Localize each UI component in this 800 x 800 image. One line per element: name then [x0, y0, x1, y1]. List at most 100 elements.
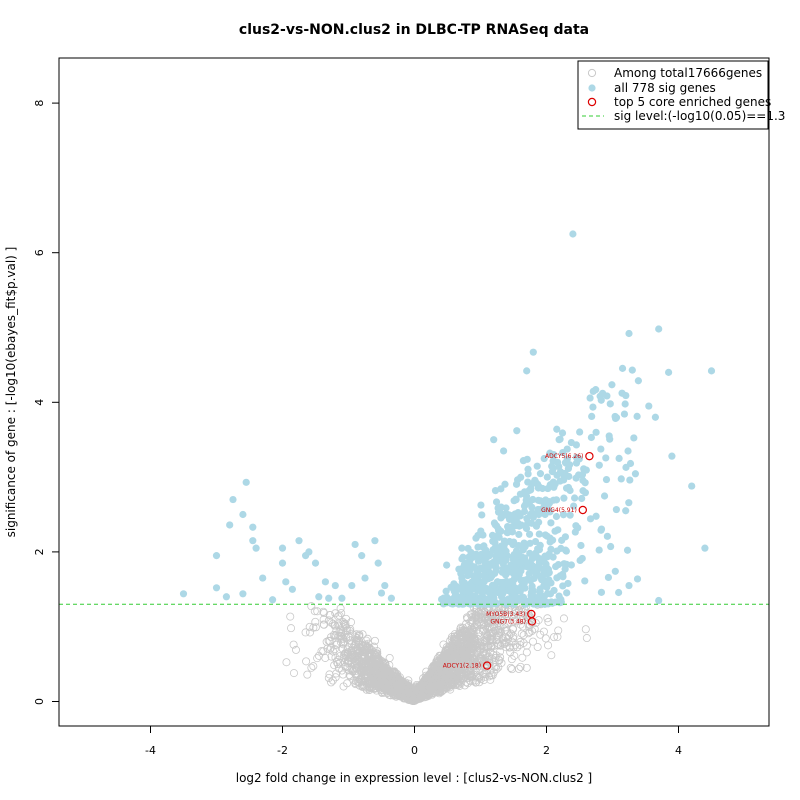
sig-gene-point: [480, 578, 488, 586]
gene-point: [464, 646, 473, 655]
sig-gene-point: [529, 495, 537, 504]
sig-gene-point: [311, 559, 320, 567]
x-tick-label: -2: [277, 744, 288, 757]
gene-point: [406, 694, 415, 703]
gene-point: [319, 615, 328, 624]
x-tick-label: 4: [675, 744, 682, 757]
sig-gene-point: [576, 428, 584, 436]
gene-point: [512, 617, 521, 626]
sig-gene-point: [550, 586, 558, 595]
sig-gene-point: [580, 465, 588, 473]
x-tick-label: 2: [543, 744, 550, 757]
sig-gene-point: [538, 484, 547, 493]
gene-point: [468, 651, 477, 660]
sig-gene-point: [532, 522, 540, 530]
gene-point: [420, 687, 429, 696]
core-gene-label: ADCY5(6.26): [545, 453, 583, 460]
sig-gene-point: [504, 595, 513, 604]
gene-point: [374, 654, 383, 663]
gene-point: [522, 612, 531, 621]
sig-gene-point: [443, 561, 451, 569]
sig-gene-point: [535, 530, 543, 538]
sig-gene-point: [484, 595, 493, 603]
gene-point: [553, 632, 562, 641]
gene-point: [495, 656, 504, 665]
sig-gene-point: [502, 571, 510, 579]
gene-point: [369, 675, 378, 684]
gene-point: [302, 657, 311, 666]
sig-gene-point: [510, 599, 518, 608]
gene-point: [324, 616, 333, 625]
sig-gene-point: [605, 432, 613, 440]
gene-point: [335, 652, 344, 661]
sig-gene-point: [555, 436, 563, 444]
gene-point: [307, 663, 316, 672]
sig-gene-point: [521, 576, 529, 584]
gene-point: [464, 640, 473, 649]
sig-gene-point: [529, 562, 537, 570]
sig-gene-point: [493, 522, 501, 530]
gene-point: [324, 636, 333, 645]
core-gene-label: GNG7(3.48): [490, 618, 526, 625]
gene-point: [351, 637, 360, 646]
sig-gene-point: [651, 413, 660, 421]
sig-gene-point: [315, 593, 323, 601]
sig-gene-point: [536, 587, 544, 596]
sig-gene-point: [560, 560, 568, 568]
gene-point: [449, 651, 458, 660]
gene-point: [371, 670, 380, 679]
sig-gene-point: [563, 589, 571, 597]
gene-point: [473, 621, 482, 630]
sig-gene-point: [615, 588, 623, 597]
gene-point: [366, 672, 375, 681]
gene-point: [544, 641, 553, 650]
sig-gene-point: [249, 537, 257, 545]
gene-point: [432, 660, 441, 669]
sig-gene-point: [502, 547, 510, 555]
gene-point: [487, 654, 496, 663]
gene-point: [303, 670, 312, 679]
sig-gene-point: [449, 600, 457, 608]
sig-gene-point: [295, 537, 303, 545]
gene-point: [479, 676, 488, 685]
sig-gene-point: [480, 583, 488, 592]
gene-point: [482, 666, 491, 675]
sig-gene-point: [542, 496, 550, 504]
y-tick-label: 2: [33, 548, 46, 555]
sig-gene-point: [525, 530, 534, 538]
legend-core-marker: [587, 97, 597, 107]
sig-gene-point: [502, 509, 510, 518]
gene-point: [476, 638, 485, 647]
gene-point: [289, 669, 298, 678]
sig-gene-point: [530, 598, 538, 606]
core-gene-point: [578, 505, 588, 515]
sig-gene-point: [514, 509, 522, 517]
sig-gene-point: [523, 367, 531, 375]
gene-point: [361, 667, 370, 676]
gene-point: [344, 648, 353, 657]
sig-gene-point: [572, 453, 581, 462]
core-gene-label: ADCY1(2.18): [443, 663, 481, 670]
gene-point: [483, 625, 492, 634]
sig-gene-point: [597, 588, 606, 596]
gene-point: [365, 660, 374, 669]
gene-point: [547, 651, 556, 660]
legend-line-label: sig level:(-log10(0.05)==1.3: [614, 109, 785, 123]
sig-gene-point: [242, 478, 250, 486]
gene-point: [481, 614, 490, 623]
sig-gene-point: [505, 525, 513, 533]
gene-point: [377, 666, 386, 675]
sig-gene-point: [631, 470, 640, 478]
gene-point: [471, 651, 480, 660]
sig-gene-point: [600, 492, 609, 500]
sig-gene-point: [325, 594, 333, 602]
gene-point: [287, 624, 296, 633]
sig-gene-point: [611, 567, 619, 575]
sig-gene-point: [597, 526, 605, 534]
sig-gene-point: [305, 548, 313, 556]
gene-point: [289, 640, 298, 649]
sig-gene-point: [592, 428, 600, 436]
sig-gene-point: [464, 544, 472, 553]
gene-point: [496, 653, 505, 662]
sig-gene-point: [222, 593, 230, 601]
